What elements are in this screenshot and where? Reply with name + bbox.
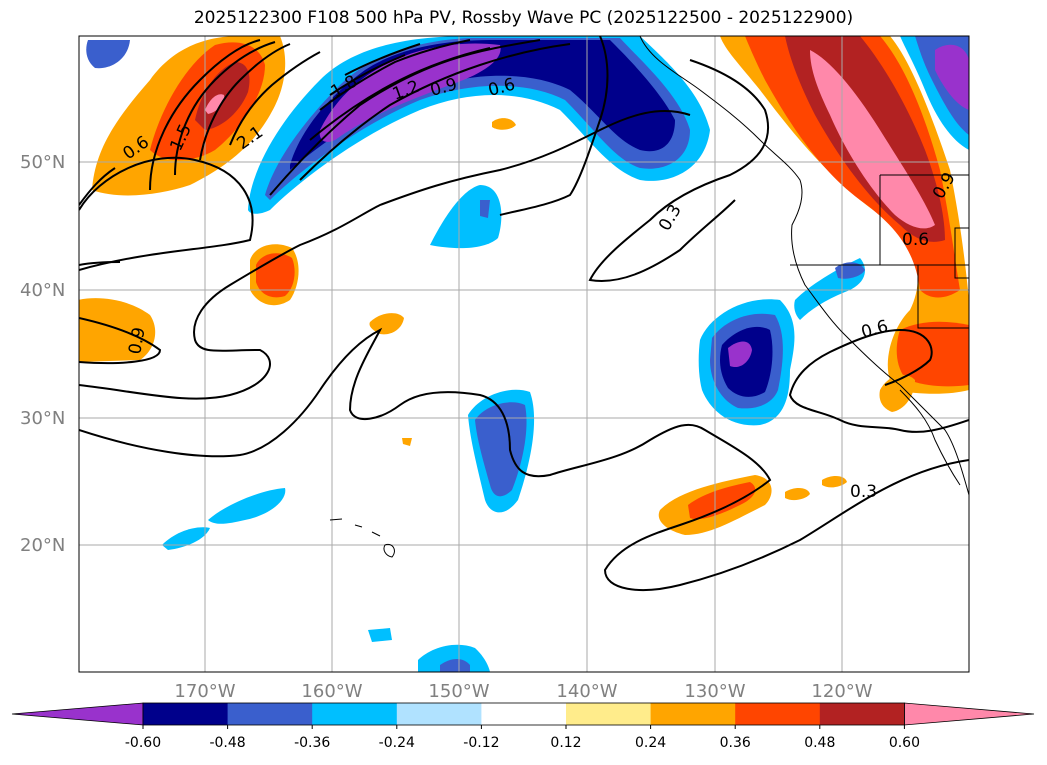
lat-labels: 50°N 40°N 30°N 20°N: [20, 152, 65, 556]
colorbar-tick-label: 0.24: [635, 735, 666, 751]
contour-label: 0.6: [859, 317, 890, 343]
colorbar-segment: [143, 703, 229, 725]
lon-label: 130°W: [684, 681, 745, 702]
colorbar-tick-label: -0.48: [209, 735, 245, 751]
contour-label: 0.3: [655, 201, 686, 234]
colorbar-segment: [735, 703, 821, 725]
colorbar-tick-label: -0.36: [294, 735, 330, 751]
lat-label: 20°N: [20, 535, 65, 556]
colorbar-tick-label: -0.24: [379, 735, 415, 751]
map-frame: [78, 35, 970, 673]
pv-contours: [79, 36, 969, 591]
lon-label: 170°W: [174, 681, 235, 702]
colorbar-outline: [142, 702, 905, 726]
colorbar-segment: [312, 703, 398, 725]
lat-label: 50°N: [20, 152, 65, 173]
contour-label: 0.3: [850, 482, 877, 502]
colorbar-tick-label: 0.36: [720, 735, 751, 751]
colorbar-segment: [396, 703, 482, 725]
lon-label: 140°W: [556, 681, 617, 702]
gridlines: [79, 36, 969, 672]
coastlines: [329, 36, 969, 558]
colorbar-segment: [481, 703, 567, 725]
colorbar-tick-label: 0.48: [804, 735, 835, 751]
colorbar-extend-min: [11, 702, 144, 726]
colorbar-segment: [650, 703, 736, 725]
colorbar-tick-label: -0.12: [463, 735, 499, 751]
lon-labels: 170°W 160°W 150°W 140°W 130°W 120°W: [174, 681, 872, 702]
contour-label: 0.9: [125, 326, 149, 356]
lat-label: 30°N: [20, 408, 65, 429]
lon-label: 160°W: [301, 681, 362, 702]
colorbar: -0.60 -0.48 -0.36 -0.24 -0.12 0.12 0.24 0.36 0.4…: [11, 702, 1035, 751]
map-title: 2025122300 F108 500 hPa PV, Rossby Wave …: [193, 8, 854, 28]
colorbar-tick-label: 0.60: [889, 735, 920, 751]
colorbar-tick-label: 0.12: [550, 735, 581, 751]
colorbar-segment: [227, 703, 313, 725]
colorbar-segment: [566, 703, 652, 725]
colorbar-segment: [819, 703, 905, 725]
lon-label: 150°W: [428, 681, 489, 702]
colorbar-tick-label: -0.60: [125, 735, 161, 751]
colorbar-extend-max: [904, 702, 1035, 726]
lon-label: 120°W: [811, 681, 872, 702]
pv-anomaly-fills: [79, 36, 969, 672]
lat-label: 40°N: [20, 280, 65, 301]
contour-label: 0.6: [902, 230, 929, 250]
